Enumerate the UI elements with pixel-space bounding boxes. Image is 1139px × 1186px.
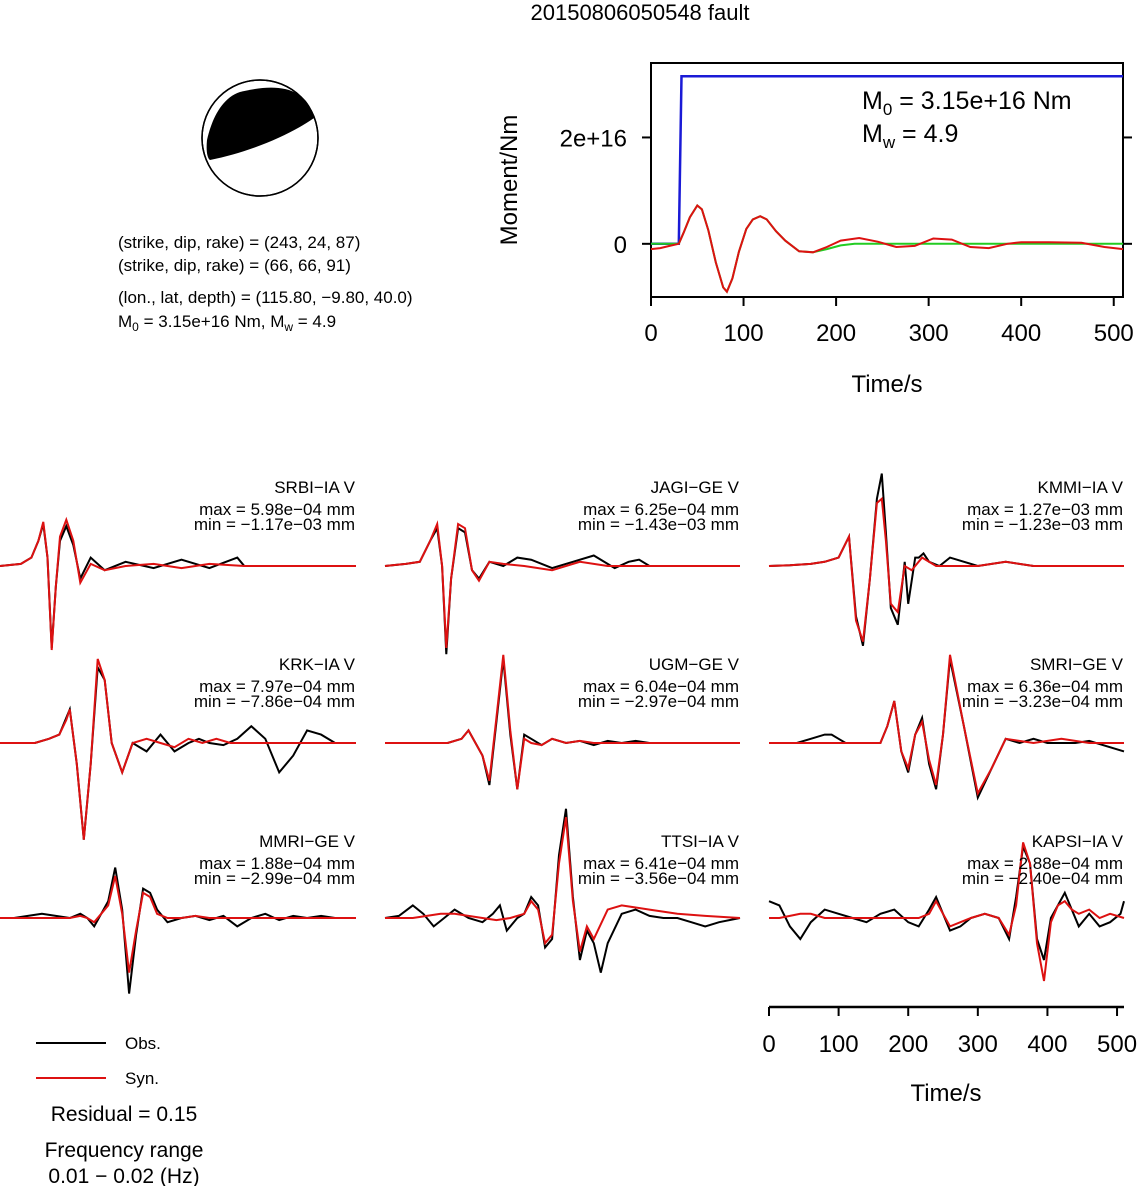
station-max: max = 6.25e−04 mm xyxy=(583,500,739,519)
moment-xtick-label: 500 xyxy=(1094,320,1134,347)
strike-dip-rake-2: (strike, dip, rake) = (66, 66, 91) xyxy=(118,256,351,275)
station-name: KAPSI−IA V xyxy=(1032,832,1124,851)
station-name: MMRI−GE V xyxy=(259,832,356,851)
moment-rate-green-line xyxy=(651,204,1123,294)
waveform-xtick-label: 0 xyxy=(762,1031,775,1058)
moment-ytick-label: 0 xyxy=(614,232,627,259)
station-max: max = 1.88e−04 mm xyxy=(199,854,355,873)
synthetic-waveform xyxy=(385,817,741,952)
waveform-xlabel: Time/s xyxy=(910,1080,981,1107)
moment-rate-red-line xyxy=(650,204,1124,294)
figure-title: 20150806050548 fault xyxy=(531,0,750,25)
observed-waveform xyxy=(384,808,741,973)
legend-syn-label: Syn. xyxy=(125,1069,159,1088)
station-max: max = 6.04e−04 mm xyxy=(583,677,739,696)
synthetic-waveform xyxy=(769,654,1124,797)
moment-plot-frame xyxy=(650,62,1124,298)
moment-xtick-label: 200 xyxy=(816,320,856,347)
station-max: max = 7.97e−04 mm xyxy=(199,677,355,696)
synthetic-waveform xyxy=(0,516,356,651)
frequency-range-title: Frequency range xyxy=(45,1139,204,1162)
station-min: min = −7.86e−04 mm xyxy=(194,692,355,711)
frequency-range-value: 0.01 − 0.02 (Hz) xyxy=(48,1165,199,1186)
synthetic-waveform xyxy=(769,842,1125,982)
station-name: KMMI−IA V xyxy=(1038,478,1124,497)
station-max: max = 5.98e−04 mm xyxy=(199,500,355,519)
station-min: min = −1.23e−03 mm xyxy=(962,515,1123,534)
station-min: min = −1.43e−03 mm xyxy=(578,515,739,534)
synthetic-waveform xyxy=(384,520,740,648)
moment-xtick-label: 0 xyxy=(644,320,657,347)
waveform-xtick-label: 500 xyxy=(1097,1031,1137,1058)
beachball-icon xyxy=(201,79,319,197)
station-name: KRK−IA V xyxy=(279,655,356,674)
synthetic-waveform xyxy=(768,496,1124,642)
station-name: SRBI−IA V xyxy=(274,478,355,497)
station-min: min = −2.97e−04 mm xyxy=(578,692,739,711)
station-min: min = −2.40e−04 mm xyxy=(962,869,1123,888)
moment-xtick-label: 400 xyxy=(1001,320,1041,347)
station-max: max = 6.41e−04 mm xyxy=(583,854,739,873)
observed-waveform xyxy=(384,525,740,655)
moment-xtick-label: 100 xyxy=(724,320,764,347)
station-name: SMRI−GE V xyxy=(1030,655,1124,674)
station-min: min = −2.99e−04 mm xyxy=(194,869,355,888)
synthetic-waveform xyxy=(0,875,356,973)
waveform-xtick-label: 100 xyxy=(819,1031,859,1058)
moment-magnitude-text: M0 = 3.15e+16 Nm, Mw = 4.9 xyxy=(118,312,336,334)
waveform-time-axis: 0 100 200 300 400 500 xyxy=(762,1005,1137,1058)
legend-obs-label: Obs. xyxy=(125,1034,161,1053)
station-min: min = −3.56e−04 mm xyxy=(578,869,739,888)
legend: Obs. Syn. xyxy=(36,1034,161,1088)
moment-ylabel: Moment/Nm xyxy=(496,115,523,246)
station-name: TTSI−IA V xyxy=(661,832,740,851)
station-min: min = −3.23e−04 mm xyxy=(962,692,1123,711)
station-min: min = −1.17e−03 mm xyxy=(194,515,355,534)
station-name: JAGI−GE V xyxy=(651,478,740,497)
waveform-xtick-label: 300 xyxy=(958,1031,998,1058)
waveform-xtick-label: 200 xyxy=(888,1031,928,1058)
moment-annotation-m0: M0 = 3.15e+16 Nm xyxy=(862,87,1072,119)
strike-dip-rake-1: (strike, dip, rake) = (243, 24, 87) xyxy=(118,233,360,252)
moment-ytick-label: 2e+16 xyxy=(560,125,627,152)
station-max: max = 1.27e−03 mm xyxy=(967,500,1123,519)
waveform-xtick-label: 400 xyxy=(1027,1031,1067,1058)
synthetic-waveform xyxy=(0,658,356,840)
moment-annotation-mw: Mw = 4.9 xyxy=(862,120,958,152)
moment-xlabel: Time/s xyxy=(851,371,922,398)
station-max: max = 2.88e−04 mm xyxy=(967,854,1123,873)
lon-lat-depth: (lon., lat, depth) = (115.80, −9.80, 40.… xyxy=(118,288,413,307)
residual-text: Residual = 0.15 xyxy=(51,1103,198,1126)
station-name: UGM−GE V xyxy=(649,655,740,674)
synthetic-waveform xyxy=(385,654,740,790)
station-max: max = 6.36e−04 mm xyxy=(967,677,1123,696)
moment-xtick-label: 300 xyxy=(909,320,949,347)
